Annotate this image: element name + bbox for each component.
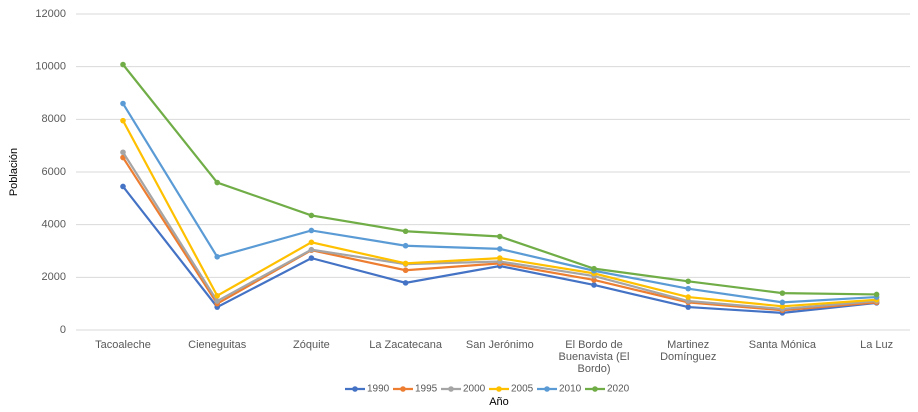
y-tick-label: 0 <box>60 324 66 336</box>
legend-label: 1990 <box>367 384 390 395</box>
y-tick-label: 10000 <box>35 61 66 73</box>
data-point <box>685 294 691 300</box>
legend-label: 1995 <box>415 384 438 395</box>
legend-marker <box>592 386 598 392</box>
series-line <box>122 120 877 308</box>
data-point <box>120 149 126 156</box>
data-point <box>779 303 786 310</box>
x-tick-label: Tacoaleche <box>95 339 151 351</box>
legend-label: 2020 <box>607 384 630 395</box>
y-tick-label: 2000 <box>42 271 66 283</box>
data-point <box>873 291 880 298</box>
data-point <box>685 278 691 285</box>
y-tick-label: 12000 <box>35 8 66 20</box>
data-point <box>402 280 409 286</box>
data-point <box>685 285 691 292</box>
x-tick-label: La Zacatecana <box>369 339 443 351</box>
legend-label: 2000 <box>463 384 486 395</box>
data-point <box>779 290 786 296</box>
legend-label: 2005 <box>511 384 534 395</box>
data-point <box>308 255 315 261</box>
data-point <box>402 242 409 249</box>
x-tick-label: Martinez Domínguez <box>660 339 716 363</box>
data-point <box>308 246 315 253</box>
y-axis-label: Población <box>8 148 20 196</box>
legend-marker <box>400 386 406 392</box>
y-tick-label: 6000 <box>42 166 66 178</box>
data-point <box>402 228 409 235</box>
data-point <box>120 61 126 68</box>
data-point <box>685 298 691 304</box>
x-tick-label: La Luz <box>860 339 893 351</box>
y-tick-label: 4000 <box>42 219 66 231</box>
y-tick-label: 8000 <box>42 113 66 125</box>
data-point <box>497 246 503 252</box>
series-line <box>122 102 877 304</box>
x-tick-label: El Bordo de Buenavista (El Bordo) <box>559 339 630 375</box>
data-point <box>120 183 126 190</box>
data-point <box>402 260 409 267</box>
data-point <box>497 255 503 261</box>
legend-marker <box>352 386 358 392</box>
data-point <box>685 304 691 310</box>
data-point <box>214 253 220 260</box>
data-point <box>779 299 786 306</box>
data-point <box>591 265 597 272</box>
x-tick-label: Zóquite <box>293 339 330 351</box>
legend-marker <box>448 386 454 392</box>
data-point <box>120 100 126 107</box>
x-tick-label: San Jerónimo <box>466 339 534 351</box>
data-point <box>214 292 220 299</box>
data-point <box>308 227 315 234</box>
data-point <box>591 282 597 288</box>
legend-marker <box>496 386 502 392</box>
data-point <box>120 117 126 124</box>
x-tick-label: Cieneguitas <box>188 339 247 351</box>
data-point <box>214 179 220 186</box>
data-point <box>308 239 315 246</box>
data-point <box>402 267 409 274</box>
data-point <box>214 298 220 304</box>
legend-marker <box>544 386 550 392</box>
data-point <box>308 212 315 219</box>
x-axis-label: Año <box>489 396 509 407</box>
data-point <box>591 277 597 283</box>
data-point <box>497 233 503 240</box>
x-tick-label: Santa Mónica <box>749 339 817 351</box>
legend-label: 2010 <box>559 384 582 395</box>
